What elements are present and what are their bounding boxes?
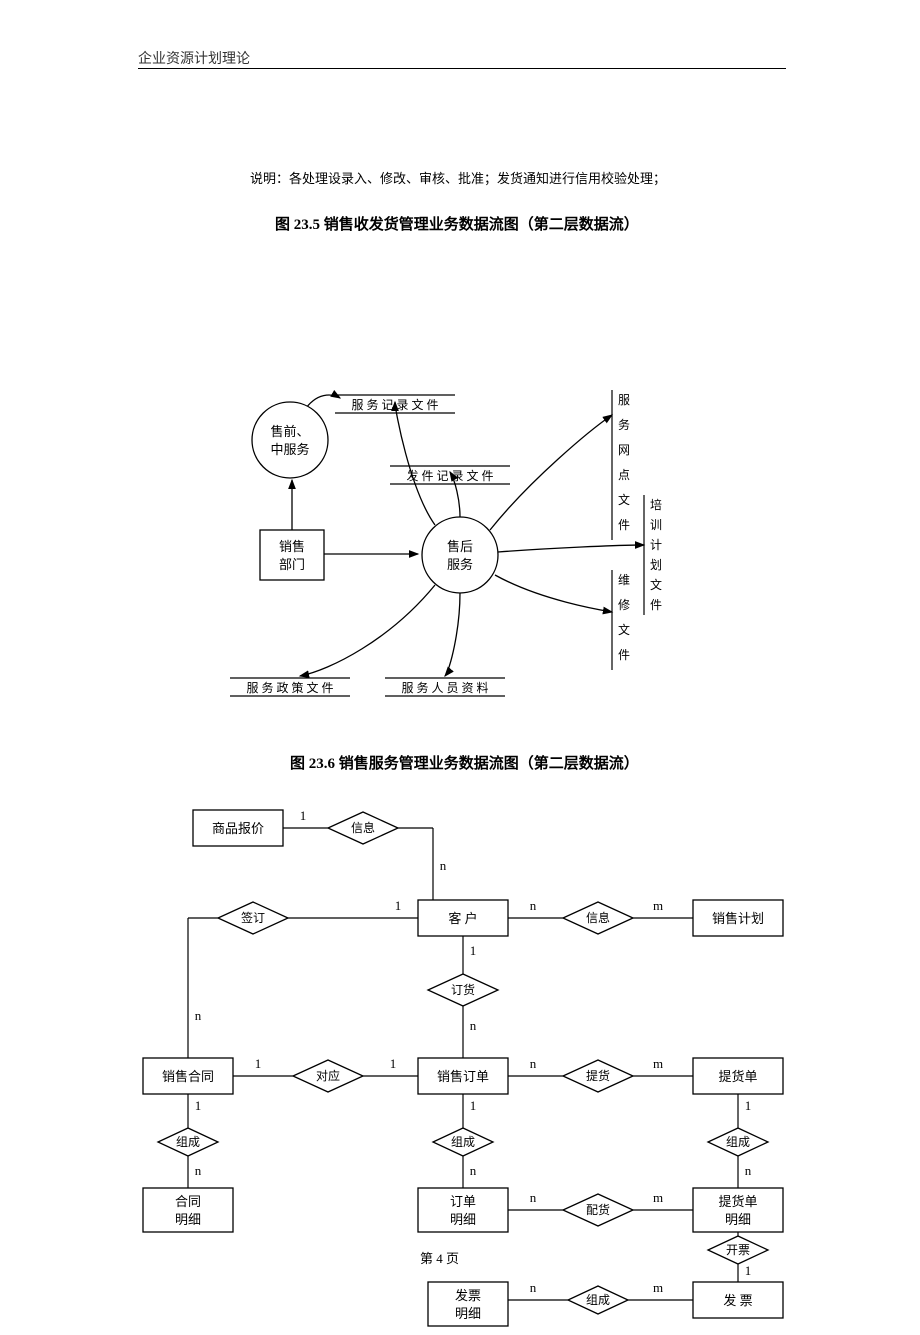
svg-text:部门: 部门 bbox=[279, 557, 305, 572]
svg-text:n: n bbox=[470, 1018, 477, 1033]
svg-text:划: 划 bbox=[650, 558, 662, 572]
dfd-diagram: 售前、中服务售后服务销售部门服 务 记 录 文 件发 件 记 录 文 件服 务 … bbox=[200, 380, 720, 720]
svg-text:n: n bbox=[530, 1280, 537, 1295]
svg-text:修: 修 bbox=[618, 597, 630, 612]
svg-text:文: 文 bbox=[618, 622, 630, 637]
svg-text:售后: 售后 bbox=[447, 539, 473, 554]
svg-text:m: m bbox=[653, 1280, 663, 1295]
svg-text:服 务 记 录 文 件: 服 务 记 录 文 件 bbox=[351, 397, 438, 412]
svg-text:1: 1 bbox=[255, 1056, 262, 1071]
svg-text:服: 服 bbox=[618, 393, 630, 407]
svg-text:组成: 组成 bbox=[726, 1135, 750, 1149]
svg-text:发 件 记 录 文 件: 发 件 记 录 文 件 bbox=[406, 468, 493, 483]
svg-text:1: 1 bbox=[390, 1056, 397, 1071]
svg-text:签订: 签订 bbox=[241, 910, 265, 925]
svg-text:销售合同: 销售合同 bbox=[162, 1069, 214, 1084]
svg-text:n: n bbox=[440, 858, 447, 873]
svg-text:1: 1 bbox=[195, 1098, 202, 1113]
svg-text:n: n bbox=[530, 1190, 537, 1205]
svg-text:组成: 组成 bbox=[586, 1293, 610, 1307]
svg-text:明细: 明细 bbox=[175, 1212, 201, 1227]
svg-text:n: n bbox=[530, 1056, 537, 1071]
svg-text:m: m bbox=[653, 1056, 663, 1071]
svg-text:务: 务 bbox=[618, 417, 630, 432]
svg-text:销售: 销售 bbox=[279, 539, 305, 554]
svg-text:1: 1 bbox=[745, 1263, 752, 1278]
page: 企业资源计划理论 说明：各处理设录入、修改、审核、批准；发货通知进行信用校验处理… bbox=[0, 0, 920, 1302]
svg-text:1: 1 bbox=[470, 943, 477, 958]
svg-text:1: 1 bbox=[395, 898, 402, 913]
svg-text:1: 1 bbox=[300, 808, 307, 823]
svg-text:客 户: 客 户 bbox=[448, 911, 477, 926]
svg-text:点: 点 bbox=[618, 468, 630, 482]
svg-text:培: 培 bbox=[650, 497, 662, 512]
er-diagram: 1n1nnm1n11nm1n1n1nnmn1nm商品报价客 户销售计划销售合同销… bbox=[138, 790, 798, 1300]
svg-text:1: 1 bbox=[470, 1098, 477, 1113]
svg-text:件: 件 bbox=[618, 648, 630, 662]
svg-text:对应: 对应 bbox=[316, 1068, 340, 1083]
svg-text:维: 维 bbox=[618, 573, 630, 587]
figure-caption-2: 图 23.6 销售服务管理业务数据流图（第二层数据流） bbox=[290, 752, 639, 773]
svg-text:配货: 配货 bbox=[586, 1202, 610, 1217]
svg-text:服 务 政 策 文 件: 服 务 政 策 文 件 bbox=[246, 680, 333, 695]
svg-text:中服务: 中服务 bbox=[270, 442, 309, 457]
svg-text:件: 件 bbox=[618, 518, 630, 532]
svg-text:发 票: 发 票 bbox=[723, 1293, 752, 1308]
svg-text:提货单: 提货单 bbox=[718, 1194, 757, 1209]
svg-text:合同: 合同 bbox=[175, 1194, 201, 1209]
svg-text:明细: 明细 bbox=[450, 1212, 476, 1227]
svg-text:n: n bbox=[195, 1008, 202, 1023]
header-separator bbox=[138, 68, 786, 69]
svg-text:销售订单: 销售订单 bbox=[437, 1069, 489, 1084]
svg-text:组成: 组成 bbox=[451, 1135, 475, 1149]
svg-text:服 务 人 员 资 料: 服 务 人 员 资 料 bbox=[401, 680, 488, 695]
svg-text:计: 计 bbox=[650, 538, 662, 552]
svg-text:明细: 明细 bbox=[725, 1212, 751, 1227]
svg-text:件: 件 bbox=[650, 598, 662, 612]
svg-text:n: n bbox=[530, 898, 537, 913]
svg-text:文: 文 bbox=[618, 492, 630, 507]
svg-text:n: n bbox=[195, 1163, 202, 1178]
svg-text:m: m bbox=[653, 898, 663, 913]
svg-text:提货: 提货 bbox=[586, 1068, 610, 1083]
svg-text:销售计划: 销售计划 bbox=[712, 911, 764, 926]
svg-text:信息: 信息 bbox=[586, 910, 610, 925]
svg-text:n: n bbox=[470, 1163, 477, 1178]
svg-text:开票: 开票 bbox=[726, 1243, 750, 1257]
svg-text:服务: 服务 bbox=[447, 557, 473, 572]
svg-text:m: m bbox=[653, 1190, 663, 1205]
svg-text:明细: 明细 bbox=[455, 1306, 481, 1321]
svg-text:订单: 订单 bbox=[450, 1194, 476, 1209]
svg-text:训: 训 bbox=[650, 518, 662, 532]
svg-text:发票: 发票 bbox=[455, 1288, 481, 1303]
page-footer: 第 4 页 bbox=[420, 1248, 459, 1267]
svg-text:售前、: 售前、 bbox=[270, 424, 309, 439]
svg-text:文: 文 bbox=[650, 577, 662, 592]
svg-text:提货单: 提货单 bbox=[718, 1069, 757, 1084]
svg-text:组成: 组成 bbox=[176, 1135, 200, 1149]
figure-caption-1: 图 23.5 销售收发货管理业务数据流图（第二层数据流） bbox=[275, 213, 639, 234]
svg-text:网: 网 bbox=[618, 443, 630, 457]
page-header: 企业资源计划理论 bbox=[138, 48, 250, 68]
svg-text:信息: 信息 bbox=[351, 820, 375, 835]
svg-text:订货: 订货 bbox=[451, 982, 475, 997]
svg-text:n: n bbox=[745, 1163, 752, 1178]
note-text: 说明：各处理设录入、修改、审核、批准；发货通知进行信用校验处理； bbox=[250, 168, 666, 187]
svg-text:商品报价: 商品报价 bbox=[212, 821, 264, 836]
svg-text:1: 1 bbox=[745, 1098, 752, 1113]
